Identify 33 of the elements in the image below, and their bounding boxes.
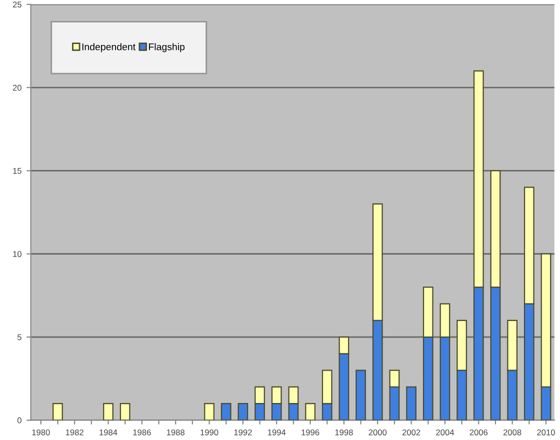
y-tick-label: 0	[17, 417, 22, 424]
y-tick-label: 20	[12, 84, 22, 91]
y-tick-label: 25	[12, 2, 22, 8]
bar	[238, 403, 248, 420]
legend-label: Independent	[82, 43, 136, 52]
y-tick-label: 5	[17, 334, 22, 340]
x-tick-label: 1980	[32, 429, 50, 436]
x-tick-label: 1988	[166, 429, 184, 436]
bar	[220, 403, 232, 420]
x-tick-label: 1990	[200, 429, 218, 436]
x-tick-label: 2008	[503, 429, 522, 436]
y-tick-label: 15	[13, 168, 22, 174]
bar	[356, 370, 366, 420]
x-tick-label: 1994	[268, 429, 286, 436]
x-tick-label: 2004	[436, 429, 454, 436]
y-tick-label: 10	[13, 251, 22, 257]
x-tick-label: 1982	[66, 429, 84, 436]
bar	[120, 403, 130, 420]
x-tick-label: 2010	[537, 429, 555, 436]
bar	[305, 403, 316, 420]
x-tick-label: 1998	[335, 429, 353, 436]
bar	[204, 403, 214, 420]
bar	[52, 403, 63, 420]
x-tick-label: 1984	[100, 429, 118, 436]
x-tick-label: 2002	[402, 429, 420, 436]
x-tick-label: 2000	[368, 429, 387, 436]
bar	[103, 403, 114, 420]
legend-label: Flagship	[149, 43, 185, 52]
x-tick-label: 1992	[234, 429, 252, 436]
x-tick-label: 1996	[302, 429, 320, 436]
x-tick-label: 2006	[470, 429, 488, 436]
x-tick-label: 1986	[133, 429, 151, 436]
bar	[406, 386, 416, 420]
